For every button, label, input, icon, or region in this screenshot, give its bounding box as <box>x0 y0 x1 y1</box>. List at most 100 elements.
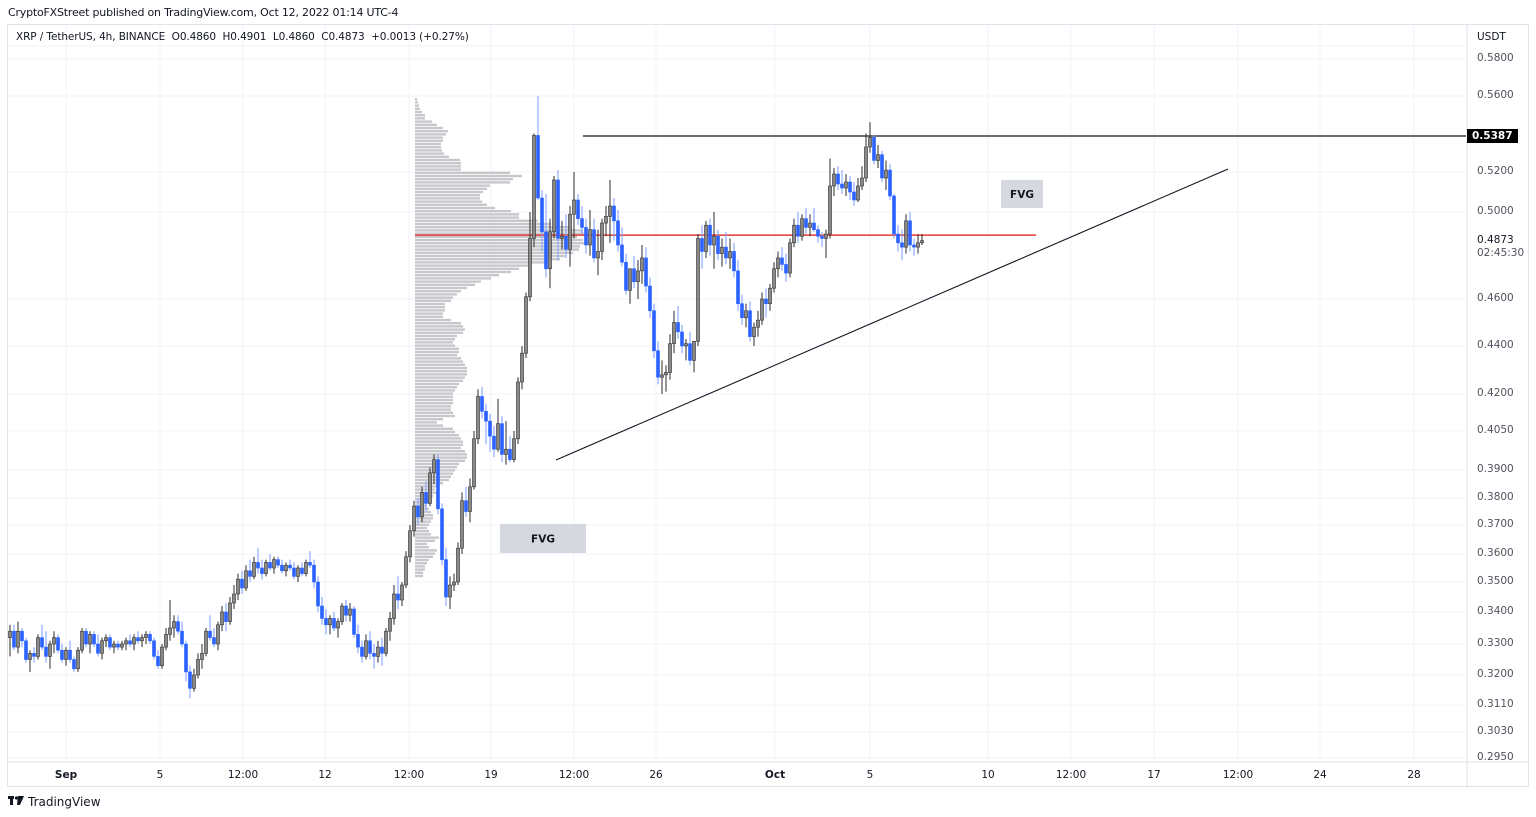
volume-profile-bar <box>415 296 453 299</box>
volume-profile-bar <box>415 155 449 158</box>
volume-profile-bar <box>415 526 427 530</box>
volume-profile-bar <box>415 306 445 309</box>
bear-candle <box>624 261 628 291</box>
bull-candle <box>384 630 388 654</box>
bear-candle <box>436 459 440 510</box>
volume-profile-bar <box>415 408 451 411</box>
volume-profile-bar <box>415 245 580 248</box>
bull-candle <box>920 240 924 244</box>
volume-profile-bar <box>415 574 423 578</box>
bull-candle <box>348 608 352 616</box>
volume-profile-bar <box>415 331 463 334</box>
volume-profile-bar <box>415 254 565 258</box>
bull-candle <box>228 602 232 622</box>
volume-profile-bar <box>415 443 463 446</box>
volume-profile-bar <box>415 251 573 254</box>
bear-candle <box>368 640 372 654</box>
bull-candle <box>296 567 300 577</box>
bull-candle <box>560 235 564 239</box>
bear-candle <box>852 191 856 201</box>
bull-candle <box>64 649 68 660</box>
bear-candle <box>316 581 320 607</box>
bear-candle <box>912 244 916 248</box>
bull-candle <box>660 374 664 378</box>
time-tick-label: Sep <box>54 769 78 781</box>
volume-profile-bar <box>415 568 425 571</box>
bull-candle <box>328 618 332 626</box>
volume-profile-bar <box>415 453 467 456</box>
time-tick-label: 12:00 <box>1222 769 1254 781</box>
volume-profile-bar <box>415 238 583 242</box>
volume-profile-bar <box>415 418 443 421</box>
price-tick-label: 0.4050 <box>1477 424 1514 436</box>
bull-candle <box>144 634 148 638</box>
legend-low: L0.4860 <box>272 31 315 43</box>
bear-candle <box>156 656 160 667</box>
price-tick-label: 0.3200 <box>1477 668 1514 680</box>
volume-profile-bar <box>415 552 435 555</box>
bull-candle <box>220 611 224 626</box>
bull-candle <box>124 640 128 645</box>
bull-candle <box>524 296 528 354</box>
volume-profile-bar <box>415 427 453 430</box>
volume-profile-bar <box>415 379 463 382</box>
bull-candle <box>8 630 12 638</box>
volume-profile-bar <box>415 200 482 203</box>
bull-candle <box>868 137 872 148</box>
price-tick-label: 0.3800 <box>1477 491 1514 503</box>
volume-profile-bar <box>415 389 455 392</box>
fvg-zones: FVG FVG <box>500 180 1043 553</box>
bull-candle <box>532 135 536 239</box>
bull-candle <box>528 238 532 298</box>
bull-candle <box>100 640 104 654</box>
volume-profile-bar <box>415 437 461 440</box>
bear-candle <box>240 578 244 589</box>
volume-profile-bar <box>415 322 461 325</box>
bull-candle <box>196 659 200 676</box>
time-tick-label: 10 <box>981 769 995 781</box>
volume-profile-bar <box>415 149 442 152</box>
bull-candle <box>164 634 168 648</box>
volume-profile-bar <box>415 405 451 408</box>
volume-profile-bar <box>415 264 531 267</box>
volume-profile-bar <box>415 446 461 450</box>
bull-candle <box>204 630 208 654</box>
volume-profile-bar <box>415 520 431 523</box>
bear-candle <box>352 608 356 635</box>
bull-candle <box>768 287 772 305</box>
bull-candle <box>76 649 80 670</box>
volume-profile-bar <box>415 523 429 526</box>
bear-candle <box>796 224 800 237</box>
volume-profile-bar <box>415 459 465 462</box>
bear-candle <box>12 630 16 648</box>
volume-profile-bar <box>415 546 429 549</box>
volume-profile-bar <box>415 302 445 306</box>
volume-profile-bar <box>415 411 453 414</box>
bear-candle <box>440 508 444 560</box>
volume-profile-bar <box>415 414 455 418</box>
bull-candle <box>832 173 836 187</box>
volume-profile-bar <box>415 258 560 261</box>
fvg-box <box>1001 180 1043 208</box>
bull-candle <box>36 637 40 657</box>
price-tick-label: 0.4400 <box>1477 339 1514 351</box>
bear-candle <box>764 298 768 304</box>
volume-profile-bar <box>415 206 495 210</box>
bear-candle <box>72 659 76 670</box>
tradingview-logo-icon <box>8 795 24 809</box>
bull-candle <box>604 216 608 224</box>
bear-candle <box>292 567 296 577</box>
bull-candle <box>516 381 520 440</box>
drawing-lines[interactable] <box>415 135 1466 461</box>
bear-candle <box>880 154 884 179</box>
bull-candle <box>744 310 748 319</box>
bear-candle <box>44 646 48 657</box>
tradingview-logo[interactable]: TradingView <box>8 795 101 809</box>
bull-candle <box>672 322 676 344</box>
bull-candle <box>104 637 108 642</box>
bear-candle <box>508 448 512 460</box>
bear-candle <box>116 643 120 648</box>
bear-candle <box>464 500 468 512</box>
bear-candle <box>488 420 492 437</box>
